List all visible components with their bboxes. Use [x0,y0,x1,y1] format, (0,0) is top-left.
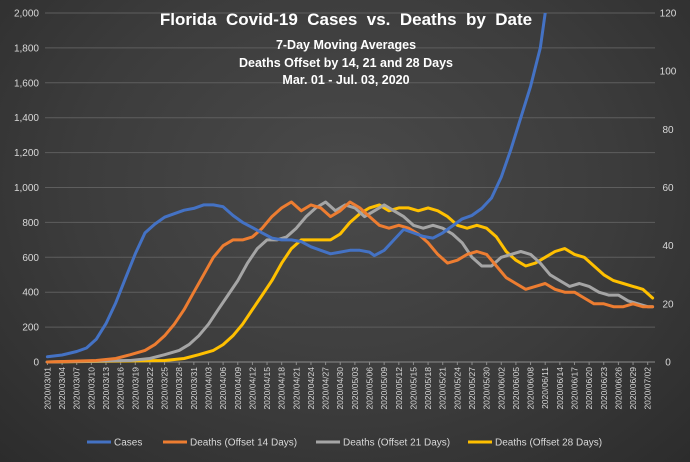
x-tick-label: 2020/04/03 [203,367,213,410]
x-tick-label: 2020/05/06 [365,367,375,410]
series-line-cases [45,13,547,359]
x-tick-label: 2020/03/07 [72,367,82,410]
x-tick-label: 2020/04/06 [218,367,228,410]
y-left-tick-label: 2,000 [14,9,39,20]
x-tick-label: 2020/03/25 [160,367,170,410]
x-axis: 2020/03/01 2020/03/04 2020/03/07 2020/03/10… [42,362,653,410]
x-tick-label: 2020/03/31 [189,367,199,410]
x-tick-label: 2020/06/26 [613,367,623,410]
y-right-tick-label: 100 [660,67,677,78]
y-right-tick-label: 80 [662,125,674,136]
series-line-deaths-offset-28-days [45,203,655,364]
left-y-axis: 0 200 400 600 800 1,000 1,200 1,400 1,600 1,800 2,… [14,9,39,369]
x-tick-label: 2020/04/27 [321,367,331,410]
x-tick-label: 2020/05/18 [423,367,433,410]
y-left-tick-label: 800 [22,218,39,229]
x-tick-label: 2020/05/15 [408,367,418,410]
legend-label: Deaths (Offset 28 Days) [495,438,602,449]
x-tick-label: 2020/06/20 [584,367,594,410]
right-y-axis: 0 20 40 60 80 100 120 [660,9,677,369]
x-tick-label: 2020/05/12 [394,367,404,410]
x-tick-label: 2020/05/27 [467,367,477,410]
legend-label: Deaths (Offset 21 Days) [343,438,450,449]
series-lines [45,13,655,364]
x-tick-label: 2020/03/28 [174,367,184,410]
x-tick-label: 2020/04/18 [277,367,287,410]
x-tick-label: 2020/04/09 [233,367,243,410]
x-tick-label: 2020/03/16 [116,367,126,410]
x-tick-label: 2020/05/09 [379,367,389,410]
series-line-deaths-offset-14-days [45,200,655,364]
x-tick-label: 2020/03/04 [57,367,67,410]
x-tick-label: 2020/04/30 [335,367,345,410]
x-tick-label: 2020/05/21 [438,367,448,410]
x-tick-label: 2020/03/01 [42,367,52,410]
chart-title: Florida Covid-19 Cases vs. Deaths by Dat… [160,10,532,87]
x-tick-label: 2020/06/17 [569,367,579,410]
x-tick-label: 2020/06/11 [540,367,550,409]
x-tick-label: 2020/07/02 [643,367,653,410]
chart-subtitle-line: 7-Day Moving Averages [276,38,416,52]
x-tick-label: 2020/04/24 [306,367,316,410]
y-left-tick-label: 0 [33,358,39,369]
y-right-tick-label: 0 [665,358,671,369]
y-right-tick-label: 20 [662,299,674,310]
x-tick-label: 2020/03/13 [101,367,111,410]
y-right-tick-label: 120 [660,9,677,20]
y-right-tick-label: 60 [662,183,674,194]
x-tick-label: 2020/06/08 [526,367,536,410]
x-tick-label: 2020/06/29 [628,367,638,410]
y-left-tick-label: 200 [22,323,39,334]
chart-title-line: Florida Covid-19 Cases vs. Deaths by Dat… [160,10,532,29]
chart-subtitle-line: Mar. 01 - Jul. 03, 2020 [282,73,409,87]
x-tick-label: 2020/06/14 [555,367,565,410]
y-left-tick-label: 600 [22,253,39,264]
x-tick-label: 2020/04/12 [247,367,257,410]
y-right-tick-label: 40 [662,241,674,252]
x-tick-label: 2020/03/19 [130,367,140,410]
y-left-tick-label: 1,800 [14,43,39,54]
x-tick-label: 2020/04/21 [291,367,301,410]
y-left-tick-label: 1,000 [14,183,39,194]
x-tick-label: 2020/05/30 [482,367,492,410]
x-tick-label: 2020/03/10 [86,367,96,410]
y-left-tick-label: 400 [22,288,39,299]
legend: Cases Deaths (Offset 14 Days) Deaths (Offs… [87,438,602,449]
x-tick-label: 2020/06/23 [599,367,609,410]
x-tick-label: 2020/06/02 [496,367,506,410]
chart-subtitle-line: Deaths Offset by 14, 21 and 28 Days [239,56,453,70]
legend-label: Cases [114,438,142,449]
x-tick-label: 2020/05/24 [452,367,462,410]
y-left-tick-label: 1,200 [14,148,39,159]
y-left-tick-label: 1,400 [14,113,39,124]
x-tick-label: 2020/04/15 [262,367,272,410]
series-line-deaths-offset-21-days [45,200,655,364]
y-left-tick-label: 1,600 [14,78,39,89]
legend-label: Deaths (Offset 14 Days) [190,438,297,449]
x-tick-label: 2020/03/22 [145,367,155,410]
x-tick-label: 2020/05/03 [350,367,360,410]
x-tick-label: 2020/06/05 [511,367,521,410]
